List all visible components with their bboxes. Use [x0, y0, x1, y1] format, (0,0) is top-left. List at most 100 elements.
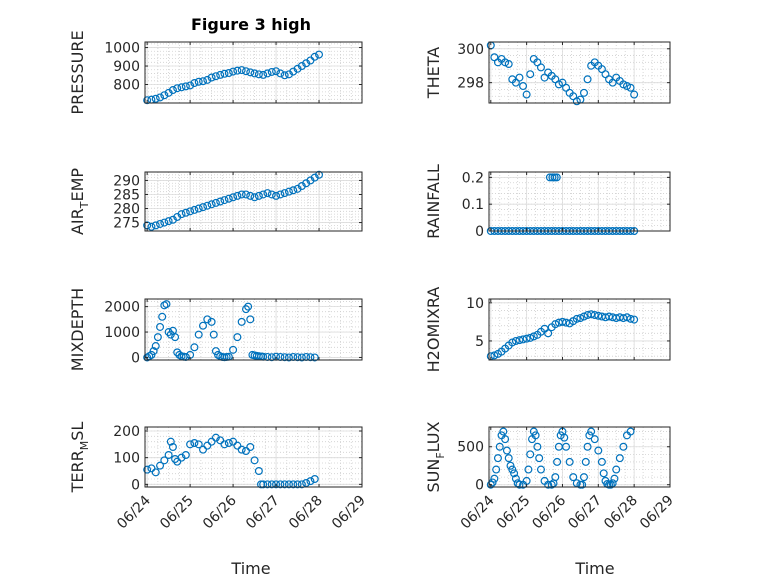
series-points [143, 50, 324, 105]
y-tick-label: 200 [113, 424, 140, 440]
axes-box [144, 41, 363, 104]
data-point [259, 70, 268, 79]
data-point [177, 83, 186, 92]
data-point [164, 217, 173, 226]
subplot-6: 5 10 H2OMIXRA [424, 287, 671, 372]
data-point [293, 353, 302, 362]
data-point [272, 480, 281, 489]
axes-box [488, 298, 671, 361]
data-point [156, 461, 165, 470]
data-point [216, 436, 225, 445]
data-point [160, 218, 169, 227]
data-point [199, 445, 208, 454]
data-point [615, 454, 624, 463]
data-point [229, 437, 238, 446]
data-point [263, 69, 272, 78]
data-point [203, 315, 212, 324]
data-point [297, 480, 306, 489]
x-tick-label: 06/26 [200, 492, 240, 532]
data-point [490, 474, 499, 483]
data-point [166, 437, 175, 446]
data-point [310, 353, 319, 362]
y-axis-label: RAINFALL [424, 164, 443, 239]
y-tick-label: 100 [113, 451, 140, 467]
data-point [164, 328, 173, 337]
data-point [506, 461, 515, 470]
y-tick-label: 1000 [104, 41, 140, 57]
data-point [162, 300, 171, 309]
y-axis-label: MIXDEPTH [68, 288, 87, 371]
data-point [302, 479, 311, 488]
data-point [587, 310, 596, 319]
y-tick-label: 285 [113, 187, 140, 203]
data-point [181, 451, 190, 460]
data-point [207, 317, 216, 326]
y-tick-label: 280 [113, 202, 140, 218]
axes-box [144, 171, 363, 232]
data-point [551, 320, 560, 329]
data-point [254, 70, 263, 79]
x-tick-label: 06/25 [157, 493, 197, 533]
data-point [515, 336, 524, 345]
data-point [246, 68, 255, 77]
series-points [486, 310, 639, 361]
data-point [560, 433, 569, 442]
data-point [168, 443, 177, 452]
y-tick-label: 5 [475, 334, 484, 350]
data-point [622, 313, 631, 322]
data-point [597, 457, 606, 466]
data-point [526, 333, 535, 342]
data-point [524, 465, 533, 474]
y-axis-label: AIRTEMP [68, 168, 91, 235]
data-point [160, 456, 169, 465]
x-tick-label: 06/27 [565, 493, 605, 533]
y-axis-label: PRESSURE [68, 30, 87, 114]
data-point [510, 469, 519, 478]
data-point [229, 67, 238, 76]
data-point [531, 431, 540, 440]
data-point [587, 427, 596, 436]
data-point [209, 330, 218, 339]
data-point [168, 86, 177, 95]
data-point [565, 457, 574, 466]
x-axis-label-right: Time [574, 559, 614, 578]
data-point [147, 222, 156, 231]
data-point [495, 442, 504, 451]
data-point [610, 474, 619, 483]
data-point [143, 96, 152, 105]
data-point [515, 480, 524, 489]
data-point [224, 194, 233, 203]
data-point [579, 88, 588, 97]
subplot-7: 0 100 200 06/24 06/25 06/26 06/27 06/28 06/29 TER… [68, 422, 369, 533]
y-tick-label: 900 [113, 59, 140, 75]
data-point [229, 193, 238, 202]
x-tick-label: 06/29 [637, 493, 677, 533]
data-point [544, 480, 553, 489]
data-point [535, 454, 544, 463]
data-point [544, 329, 553, 338]
series-points [143, 170, 324, 231]
data-point [194, 440, 203, 449]
data-point [551, 473, 560, 482]
y-tick-label: 0 [475, 224, 484, 240]
data-point [315, 170, 324, 179]
x-tick-label: 06/25 [494, 493, 534, 533]
data-point [590, 311, 599, 320]
subplot-1: 800 900 1000 PRESSURE [68, 30, 363, 115]
data-point [241, 447, 250, 456]
y-tick-label: 0.1 [462, 197, 484, 213]
data-point [203, 441, 212, 450]
data-point [310, 52, 319, 61]
data-point [177, 210, 186, 219]
data-point [280, 189, 289, 198]
data-point [237, 445, 246, 454]
data-point [237, 66, 246, 75]
data-point [186, 440, 195, 449]
data-point [147, 464, 156, 473]
data-point [151, 221, 160, 230]
data-point [267, 67, 276, 76]
data-point [244, 302, 253, 311]
